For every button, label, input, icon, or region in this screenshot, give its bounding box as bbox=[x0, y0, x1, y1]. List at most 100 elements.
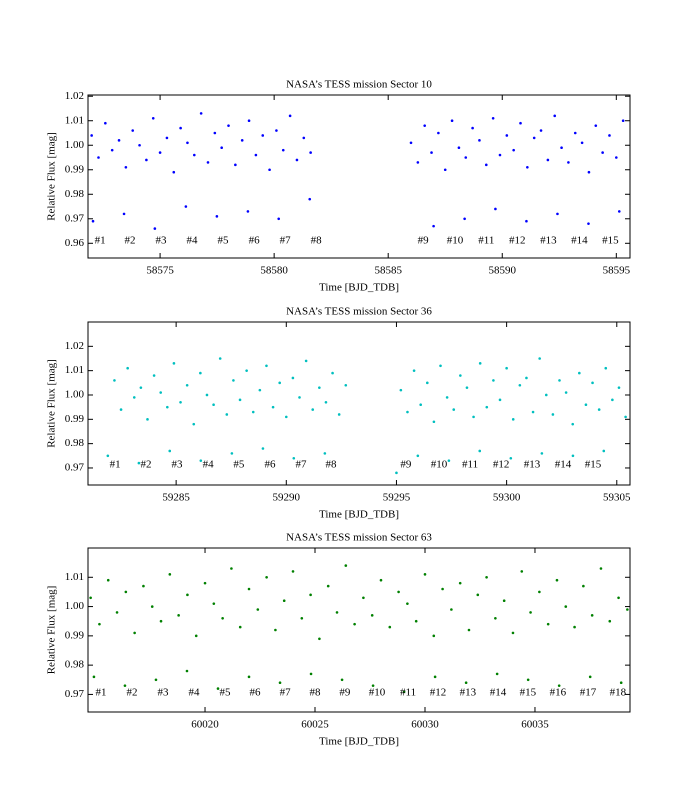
transit-label: #12 bbox=[430, 686, 447, 698]
data-point bbox=[494, 616, 497, 620]
transit-label: #6 bbox=[249, 686, 261, 698]
x-tick-label: 59305 bbox=[603, 492, 631, 504]
x-tick-label: 60020 bbox=[191, 719, 219, 731]
data-point bbox=[594, 124, 598, 127]
data-point bbox=[154, 678, 158, 682]
y-tick-label: 1.01 bbox=[65, 571, 84, 583]
data-point bbox=[621, 119, 625, 123]
data-point bbox=[220, 146, 223, 149]
transit-label: #6 bbox=[264, 459, 276, 471]
data-point bbox=[104, 121, 107, 125]
data-point bbox=[491, 116, 495, 120]
data-point bbox=[573, 131, 577, 135]
transit-label: #13 bbox=[524, 459, 541, 471]
data-point bbox=[106, 454, 110, 458]
data-point bbox=[611, 398, 614, 402]
data-point bbox=[123, 684, 127, 687]
data-point bbox=[92, 675, 96, 679]
data-point bbox=[337, 413, 341, 416]
data-point bbox=[502, 599, 506, 603]
data-point bbox=[168, 449, 172, 453]
transit-label: #1 bbox=[95, 234, 106, 246]
transit-label: #5 bbox=[218, 234, 230, 246]
data-point bbox=[292, 456, 296, 460]
data-point bbox=[318, 637, 321, 641]
data-point bbox=[478, 449, 482, 453]
data-point bbox=[247, 675, 251, 679]
transit-label: #6 bbox=[249, 234, 261, 246]
x-tick-label: 58580 bbox=[260, 265, 288, 277]
data-point bbox=[137, 461, 141, 465]
data-point bbox=[115, 611, 119, 614]
transit-label: #14 bbox=[490, 686, 507, 698]
data-point bbox=[199, 459, 203, 462]
data-point bbox=[587, 222, 590, 225]
data-point bbox=[608, 134, 611, 137]
data-point bbox=[194, 634, 198, 638]
x-tick-label: 60035 bbox=[521, 719, 549, 731]
data-point bbox=[467, 628, 471, 632]
data-point bbox=[281, 148, 285, 152]
data-point bbox=[588, 675, 592, 679]
data-point bbox=[419, 403, 422, 407]
data-point bbox=[494, 207, 497, 211]
data-point bbox=[145, 158, 148, 162]
y-tick-label: 0.99 bbox=[65, 629, 85, 641]
data-point bbox=[265, 575, 268, 579]
data-point bbox=[199, 112, 203, 115]
data-point bbox=[495, 672, 499, 676]
data-point bbox=[498, 398, 502, 402]
data-point bbox=[531, 410, 535, 414]
axes-frame bbox=[87, 547, 631, 713]
transit-label: #8 bbox=[311, 234, 323, 246]
data-point bbox=[318, 386, 321, 389]
data-point bbox=[221, 616, 224, 620]
data-point bbox=[443, 168, 447, 172]
data-point bbox=[261, 134, 265, 137]
data-point bbox=[113, 379, 116, 382]
transit-label: #5 bbox=[220, 686, 232, 698]
data-point bbox=[573, 625, 576, 629]
y-tick-label: 1.00 bbox=[65, 389, 85, 401]
data-point bbox=[471, 126, 474, 130]
x-axis-label: Time [BJD_TDB] bbox=[319, 509, 399, 521]
data-point bbox=[567, 161, 570, 164]
data-point bbox=[278, 681, 282, 685]
data-point bbox=[617, 596, 620, 600]
x-axis-label: Time [BJD_TDB] bbox=[319, 736, 399, 748]
data-point bbox=[177, 614, 180, 617]
transit-label: #9 bbox=[339, 686, 351, 698]
data-point bbox=[402, 690, 406, 693]
data-point bbox=[139, 386, 143, 389]
data-point bbox=[450, 119, 454, 123]
data-point bbox=[423, 124, 426, 127]
data-point bbox=[199, 371, 202, 375]
data-point bbox=[331, 371, 334, 375]
data-point bbox=[525, 376, 528, 380]
data-point bbox=[463, 217, 466, 221]
y-tick-label: 1.01 bbox=[65, 364, 84, 376]
data-point bbox=[540, 452, 544, 455]
data-point bbox=[445, 396, 449, 399]
data-point bbox=[326, 584, 330, 588]
data-point bbox=[205, 393, 209, 397]
data-point bbox=[353, 622, 356, 626]
data-point bbox=[432, 634, 436, 638]
data-point bbox=[179, 126, 182, 130]
data-point bbox=[291, 376, 295, 380]
data-point bbox=[308, 197, 312, 201]
data-point bbox=[159, 619, 163, 623]
data-point bbox=[555, 578, 559, 582]
data-point bbox=[216, 687, 220, 690]
chart-title: NASA’s TESS mission Sector 63 bbox=[286, 532, 432, 544]
data-point bbox=[168, 573, 172, 576]
data-point bbox=[450, 608, 453, 611]
x-tick-label: 59285 bbox=[162, 492, 190, 504]
data-point bbox=[212, 403, 215, 407]
data-point bbox=[309, 672, 313, 676]
y-tick-label: 0.99 bbox=[65, 163, 85, 175]
data-point bbox=[298, 396, 301, 399]
data-point bbox=[498, 153, 502, 157]
data-point bbox=[254, 153, 258, 157]
